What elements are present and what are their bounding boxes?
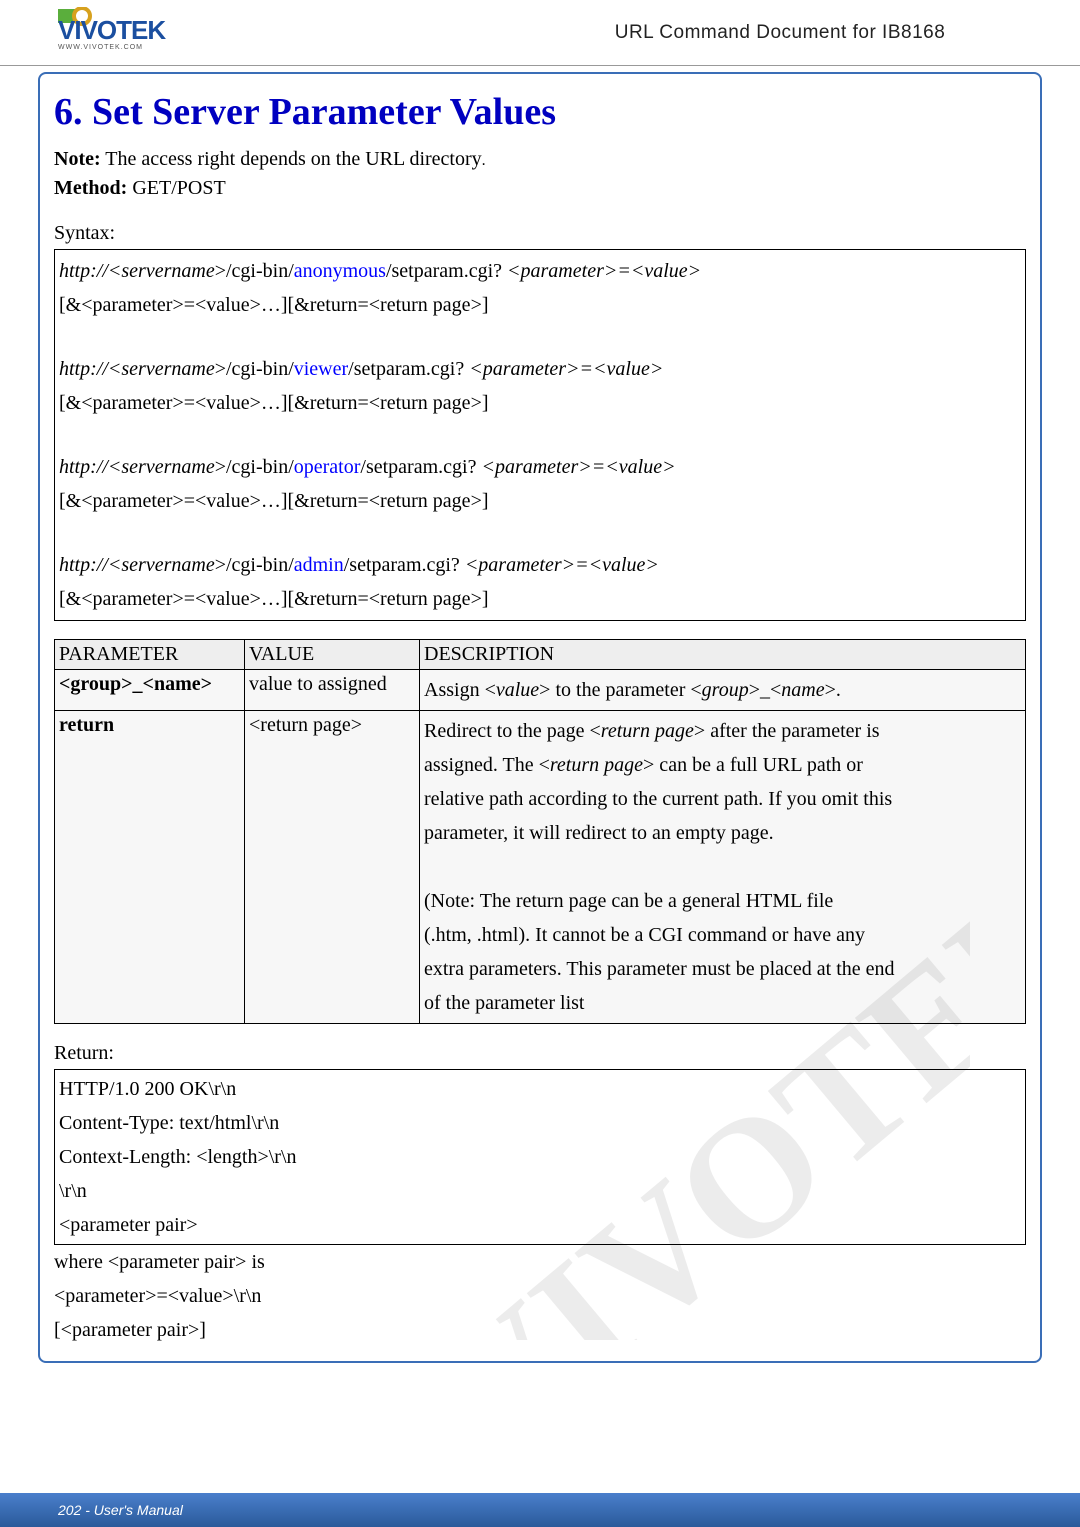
svg-text:VIVOTEK: VIVOTEK — [58, 15, 166, 45]
syntax-line: [&<parameter>=<value>…][&return=<return … — [59, 484, 1021, 518]
method-label: Method: — [54, 177, 127, 199]
return-line: <parameter pair> — [59, 1208, 1021, 1242]
return-label: Return: — [54, 1042, 1026, 1065]
syntax-label: Syntax: — [54, 222, 1026, 245]
return-after-line: [<parameter pair>] — [54, 1313, 1026, 1347]
return-box: HTTP/1.0 200 OK\r\nContent-Type: text/ht… — [54, 1069, 1026, 1245]
return-after-line: <parameter>=<value>\r\n — [54, 1279, 1026, 1313]
syntax-line: [&<parameter>=<value>…][&return=<return … — [59, 582, 1021, 616]
vivotek-logo: VIVOTEK WWW.VIVOTEK.COM — [58, 7, 228, 53]
syntax-line: [&<parameter>=<value>…][&return=<return … — [59, 288, 1021, 322]
th-description: DESCRIPTION — [420, 640, 1026, 670]
footer-text: 202 - User's Manual — [0, 1493, 1080, 1527]
note-text: The access right depends on the URL dire… — [101, 148, 482, 170]
table-row: return<return page>Redirect to the page … — [55, 711, 1026, 1024]
syntax-line: http://<servername>/cgi-bin/anonymous/se… — [59, 254, 1021, 288]
cell-parameter: <group>_<name> — [55, 670, 245, 711]
note-line: Note: The access right depends on the UR… — [54, 148, 1026, 171]
page-header: VIVOTEK WWW.VIVOTEK.COM URL Command Docu… — [0, 0, 1080, 66]
cell-description: Assign <value> to the parameter <group>_… — [420, 670, 1026, 711]
cell-description: Redirect to the page <return page> after… — [420, 711, 1026, 1024]
return-line: HTTP/1.0 200 OK\r\n — [59, 1072, 1021, 1106]
note-period: . — [482, 152, 486, 169]
syntax-line: http://<servername>/cgi-bin/operator/set… — [59, 450, 1021, 484]
content-frame: 6. Set Server Parameter Values Note: The… — [38, 72, 1042, 1363]
return-after-line: where <parameter pair> is — [54, 1245, 1026, 1279]
return-line: \r\n — [59, 1174, 1021, 1208]
th-parameter: PARAMETER — [55, 640, 245, 670]
return-after: where <parameter pair> is<parameter>=<va… — [54, 1245, 1026, 1347]
section-title: 6. Set Server Parameter Values — [54, 90, 1026, 134]
syntax-box: http://<servername>/cgi-bin/anonymous/se… — [54, 249, 1026, 621]
svg-text:WWW.VIVOTEK.COM: WWW.VIVOTEK.COM — [58, 44, 143, 51]
cell-value: value to assigned — [245, 670, 420, 711]
table-row: <group>_<name>value to assignedAssign <v… — [55, 670, 1026, 711]
syntax-line: http://<servername>/cgi-bin/admin/setpar… — [59, 548, 1021, 582]
logo-wrap: VIVOTEK WWW.VIVOTEK.COM — [0, 7, 520, 58]
cell-value: <return page> — [245, 711, 420, 1024]
syntax-line: [&<parameter>=<value>…][&return=<return … — [59, 386, 1021, 420]
th-value: VALUE — [245, 640, 420, 670]
cell-parameter: return — [55, 711, 245, 1024]
return-line: Content-Type: text/html\r\n — [59, 1106, 1021, 1140]
parameter-table: PARAMETER VALUE DESCRIPTION <group>_<nam… — [54, 639, 1026, 1024]
method-value: GET/POST — [127, 177, 225, 199]
doc-title: URL Command Document for IB8168 — [520, 22, 1080, 44]
note-label: Note: — [54, 148, 101, 170]
return-line: Context-Length: <length>\r\n — [59, 1140, 1021, 1174]
footer-bar: 202 - User's Manual — [0, 1493, 1080, 1527]
method-line: Method: GET/POST — [54, 177, 1026, 200]
syntax-line: http://<servername>/cgi-bin/viewer/setpa… — [59, 352, 1021, 386]
